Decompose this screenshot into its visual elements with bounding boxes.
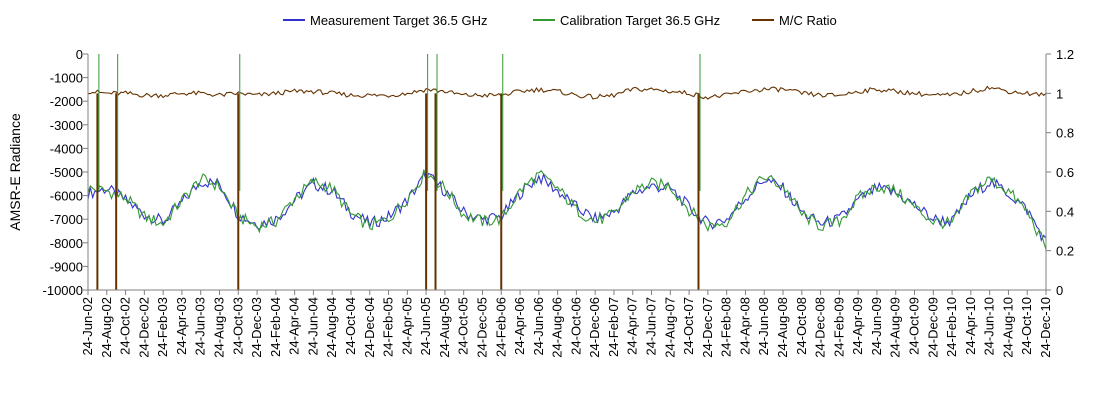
y-left-tick-label: -8000	[50, 236, 83, 251]
x-tick-label: 24-Aug-05	[437, 297, 452, 358]
y-right-tick-label: 1	[1056, 86, 1063, 101]
series-line-calibration-target-36-5-ghz	[87, 169, 1047, 250]
x-tick-label: 24-Oct-07	[681, 297, 696, 355]
x-tick-label: 24-Jun-08	[756, 297, 771, 356]
y-left-tick-label: -2000	[50, 94, 83, 109]
x-tick-label: 24-Jun-02	[80, 297, 95, 356]
x-tick-label: 24-Aug-07	[662, 297, 677, 358]
x-tick-label: 24-Jun-07	[644, 297, 659, 356]
x-tick-label: 24-Apr-10	[963, 297, 978, 355]
x-tick-label: 24-Aug-04	[324, 297, 339, 358]
x-tick-label: 24-Apr-06	[512, 297, 527, 355]
x-tick-label: 24-Oct-08	[794, 297, 809, 355]
x-tick-label: 24-Feb-07	[606, 297, 621, 357]
x-tick-label: 24-Apr-04	[287, 297, 302, 355]
x-tick-label: 24-Dec-08	[813, 297, 828, 358]
x-tick-label: 24-Aug-10	[1000, 297, 1015, 358]
x-tick-label: 24-Apr-07	[625, 297, 640, 355]
legend-label-1: Calibration Target 36.5 GHz	[560, 13, 720, 28]
x-tick-label: 24-Apr-08	[737, 297, 752, 355]
x-tick-label: 24-Feb-09	[831, 297, 846, 357]
x-tick-label: 24-Jun-03	[193, 297, 208, 356]
y-right-tick-label: 0.2	[1056, 244, 1074, 259]
y-right-tick-label: 0.4	[1056, 204, 1074, 219]
x-tick-label: 24-Dec-06	[587, 297, 602, 358]
x-tick-label: 24-Feb-05	[381, 297, 396, 357]
y-left-tick-label: -7000	[50, 212, 83, 227]
x-tick-label: 24-Aug-09	[888, 297, 903, 358]
y-right-tick-label: 0	[1056, 283, 1063, 298]
y-left-tick-label: -10000	[43, 283, 83, 298]
y-left-tick-label: -5000	[50, 165, 83, 180]
x-tick-label: 24-Oct-02	[118, 297, 133, 355]
axes: 0 -1000 -2000 -3000 -4000 -5000 -6000 -7000 -800…	[43, 47, 1075, 358]
x-tick-label: 24-Aug-06	[550, 297, 565, 358]
x-tick-label: 24-Apr-05	[399, 297, 414, 355]
x-tick-label: 24-Jun-04	[305, 297, 320, 356]
x-tick-label: 24-Dec-09	[925, 297, 940, 358]
x-tick-label: 24-Oct-06	[568, 297, 583, 355]
x-tick-label: 24-Oct-05	[456, 297, 471, 355]
y-left-tick-label: -1000	[50, 71, 83, 86]
y-axis-label: AMSR-E Radiance	[7, 113, 23, 231]
y-left-tick-label: -9000	[50, 259, 83, 274]
x-tick-label: 24-Jun-06	[531, 297, 546, 356]
x-tick-label: 24-Oct-10	[1019, 297, 1034, 355]
x-tick-label: 24-Feb-10	[944, 297, 959, 357]
y-right-tick-label: 0.8	[1056, 126, 1074, 141]
legend-label-2: M/C Ratio	[779, 13, 837, 28]
legend-label-0: Measurement Target 36.5 GHz	[310, 13, 488, 28]
x-tick-label: 24-Aug-02	[99, 297, 114, 358]
x-tick-label: 24-Dec-07	[700, 297, 715, 358]
y-right-tick-label: 1.2	[1056, 47, 1074, 62]
x-tick-label: 24-Dec-05	[474, 297, 489, 358]
x-tick-label: 24-Apr-09	[850, 297, 865, 355]
x-tick-label: 24-Oct-09	[907, 297, 922, 355]
x-tick-label: 24-Jun-10	[982, 297, 997, 356]
y-right-tick-label: 0.6	[1056, 165, 1074, 180]
x-tick-label: 24-Dec-03	[249, 297, 264, 358]
x-tick-label: 24-Dec-10	[1038, 297, 1053, 358]
x-tick-label: 24-Aug-08	[775, 297, 790, 358]
x-tick-label: 24-Apr-03	[174, 297, 189, 355]
y-left-tick-label: -6000	[50, 189, 83, 204]
x-tick-label: 24-Feb-04	[268, 297, 283, 357]
x-tick-label: 24-Jun-09	[869, 297, 884, 356]
x-tick-label: 24-Dec-02	[136, 297, 151, 358]
x-tick-label: 24-Dec-04	[362, 297, 377, 358]
x-tick-label: 24-Aug-03	[211, 297, 226, 358]
x-tick-label: 24-Jun-05	[418, 297, 433, 356]
x-tick-label: 24-Feb-03	[155, 297, 170, 357]
x-tick-label: 24-Oct-04	[343, 297, 358, 355]
x-tick-label: 24-Oct-03	[230, 297, 245, 355]
x-tick-label: 24-Feb-08	[719, 297, 734, 357]
legend: Measurement Target 36.5 GHz Calibration T…	[283, 13, 837, 28]
plot-area	[87, 54, 1047, 290]
y-left-tick-label: 0	[76, 47, 83, 62]
x-tick-label: 24-Feb-06	[493, 297, 508, 357]
series-line-m-c-ratio	[88, 85, 1047, 100]
y-left-tick-label: -4000	[50, 141, 83, 156]
y-left-tick-label: -3000	[50, 118, 83, 133]
